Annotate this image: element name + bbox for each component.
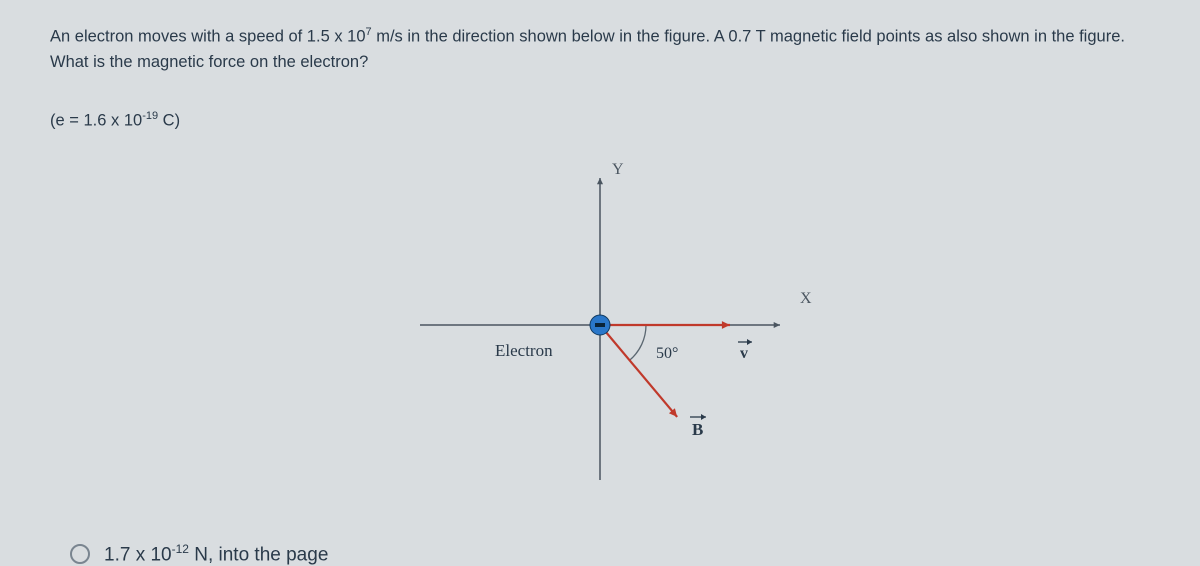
answer-text: 1.7 x 10-12 N, into the page [104, 542, 328, 566]
answer-option[interactable]: 1.7 x 10-12 N, into the page [70, 542, 328, 566]
svg-text:X: X [800, 290, 812, 307]
svg-text:v: v [740, 345, 748, 362]
question-constant: (e = 1.6 x 10-19 C) [50, 110, 180, 131]
svg-text:Y: Y [612, 161, 624, 178]
radio-icon[interactable] [70, 544, 90, 564]
svg-text:Electron: Electron [495, 341, 553, 360]
question-text: An electron moves with a speed of 1.5 x … [50, 24, 1150, 76]
figure-svg: X Y 50° v B Electron [340, 160, 860, 490]
svg-text:50°: 50° [656, 345, 678, 362]
svg-text:B: B [692, 420, 703, 439]
physics-figure: X Y 50° v B Electron [340, 160, 860, 490]
